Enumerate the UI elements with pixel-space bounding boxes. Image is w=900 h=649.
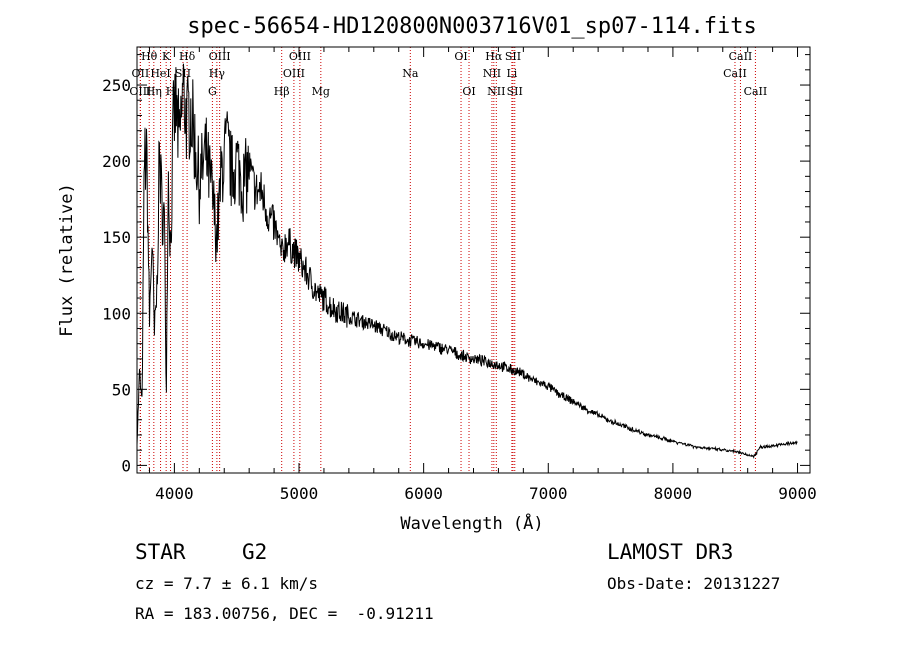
- x-tick-label: 5000: [280, 484, 319, 503]
- y-tick-label: 150: [102, 228, 131, 247]
- spectral-line-label: OIII: [289, 50, 311, 63]
- spectral-line-label: CaII: [744, 85, 768, 98]
- spectral-line-label: OI: [462, 85, 475, 98]
- redshift-velocity: cz = 7.7 ± 6.1 km/s: [135, 574, 319, 593]
- spectral-line-label: Na: [402, 67, 419, 80]
- spectral-line-label: NII: [487, 85, 505, 98]
- object-class: STAR: [135, 540, 186, 564]
- x-axis-label: Wavelength (Å): [400, 512, 543, 534]
- survey-name: LAMOST DR3: [607, 540, 734, 564]
- y-axis-label: Flux (relative): [57, 183, 77, 337]
- chart-title: spec-56654-HD120800N003716V01_sp07-114.f…: [187, 14, 757, 39]
- spectrum-series-line: [136, 63, 798, 459]
- spectral-line-label: HeI: [150, 67, 170, 80]
- sky-coordinates: RA = 183.00756, DEC = -0.91211: [135, 604, 434, 623]
- spectral-line-label: OIII: [209, 50, 231, 63]
- spectral-line-label: SII: [507, 85, 523, 98]
- x-tick-label: 9000: [778, 484, 817, 503]
- spectral-line-label: Mg: [312, 85, 330, 98]
- spectral-line-label: NII: [483, 67, 501, 80]
- y-tick-label: 100: [102, 304, 131, 323]
- object-subclass: G2: [242, 540, 268, 564]
- spectral-line-label: Hγ: [209, 67, 226, 80]
- observation-date: Obs-Date: 20131227: [607, 574, 781, 593]
- spectral-line-label: OII: [132, 67, 150, 80]
- spectral-line-label: Hδ: [179, 50, 196, 63]
- spectral-line-label: SII: [505, 50, 521, 63]
- spectral-line-label: OIII: [283, 67, 305, 80]
- spectral-line-label: CaII: [729, 50, 753, 63]
- spectral-line-label: Hβ: [274, 85, 290, 98]
- spectral-line-label: OIII: [129, 85, 151, 98]
- spectral-line-label: G: [208, 85, 217, 98]
- spectral-line-label: OI: [454, 50, 467, 63]
- spectral-line-label: K: [162, 50, 171, 63]
- spectral-line-label: Li: [506, 67, 517, 80]
- x-axis: 4000 5000 6000 7000 8000 9000: [148, 47, 817, 503]
- spectral-line-markers: [139, 47, 756, 473]
- y-tick-label: 250: [102, 76, 131, 95]
- y-tick-label: 50: [112, 380, 131, 399]
- spectral-line-label: H: [166, 85, 176, 98]
- y-tick-label: 0: [121, 456, 131, 475]
- x-tick-label: 7000: [529, 484, 568, 503]
- x-tick-label: 4000: [155, 484, 194, 503]
- spectral-line-labels: Hθ OII OIII K HeI Hη Hδ SII H OIII Hγ G OIII OIII Hβ Mg…: [129, 50, 767, 98]
- x-tick-label: 6000: [404, 484, 443, 503]
- spectral-line-label: Hα: [485, 50, 503, 63]
- plot-frame: [136, 46, 811, 474]
- spectral-line-label: Hθ: [141, 50, 158, 63]
- y-axis: 0 50 100 150 200 250: [102, 54, 810, 475]
- y-tick-label: 200: [102, 152, 131, 171]
- x-tick-label: 8000: [654, 484, 693, 503]
- spectral-line-label: Hη: [146, 85, 162, 98]
- spectral-line-label: CaII: [723, 67, 747, 80]
